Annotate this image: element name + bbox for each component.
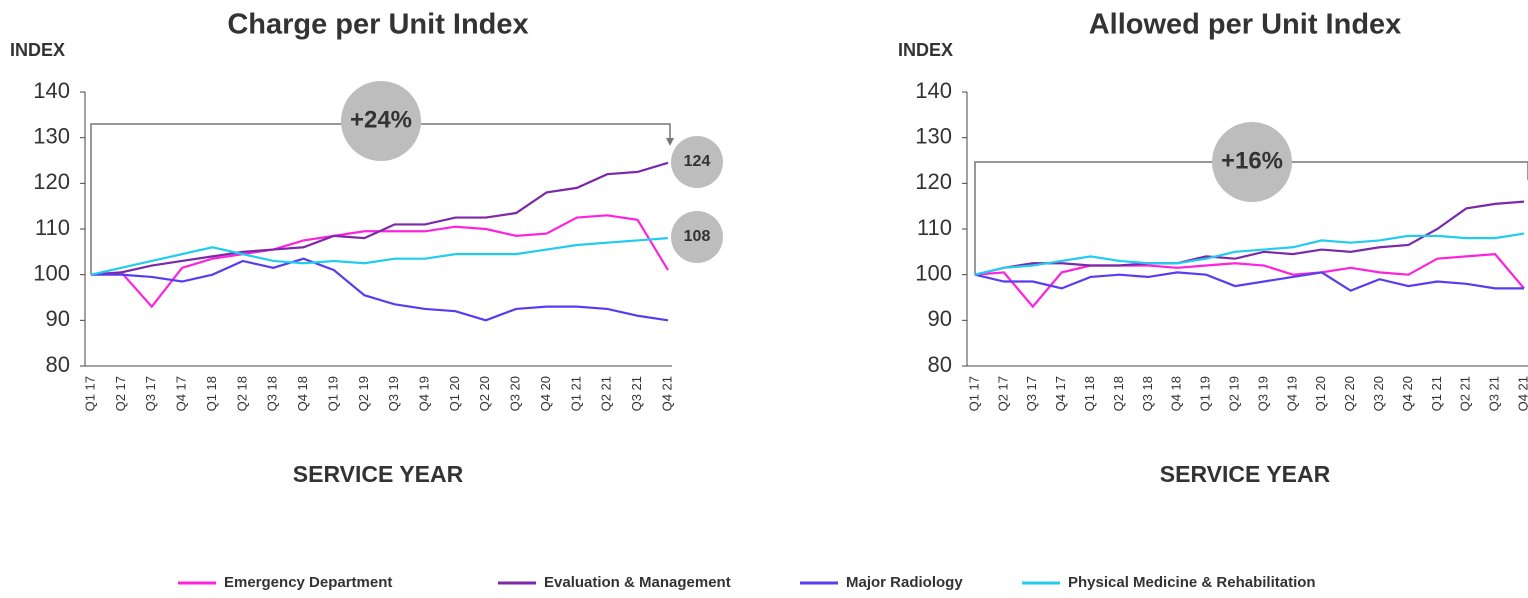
- x-tick-label: Q2 18: [1111, 376, 1126, 411]
- x-tick-label: Q2 20: [1342, 376, 1357, 411]
- x-tick-label: Q1 17: [966, 376, 981, 411]
- x-tick-label: Q3 17: [143, 376, 158, 411]
- x-tick-label: Q4 19: [1284, 376, 1299, 411]
- x-tick-label: Q1 21: [1429, 376, 1444, 411]
- x-tick-label: Q3 18: [265, 376, 280, 411]
- legend-label: Major Radiology: [846, 574, 963, 591]
- legend-label: Physical Medicine & Rehabilitation: [1068, 574, 1316, 591]
- y-tick-label: 140: [915, 78, 952, 103]
- bracket-arrow: [666, 138, 674, 146]
- series-line: [974, 200, 1525, 276]
- x-tick-label: Q3 19: [1255, 376, 1270, 411]
- y-tick-label: 90: [928, 306, 952, 331]
- x-tick-label: Q1 21: [568, 376, 583, 411]
- x-tick-label: Q1 20: [447, 376, 462, 411]
- y-tick-label: 130: [33, 123, 70, 148]
- x-tick-label: Q1 19: [1198, 376, 1213, 411]
- annotation: +16%: [1221, 147, 1283, 174]
- legend-label: Emergency Department: [224, 574, 392, 591]
- legend-label: Evaluation & Management: [544, 574, 731, 591]
- annotation-bubble: [1212, 122, 1292, 202]
- x-tick-label: Q4 18: [1169, 376, 1184, 411]
- x-tick-label: Q4 19: [416, 376, 431, 411]
- series-line: [90, 161, 669, 276]
- y-tick-label: 80: [928, 352, 952, 377]
- x-tick-label: Q2 19: [356, 376, 371, 411]
- x-tick-label: Q1 20: [1313, 376, 1328, 411]
- series-line: [91, 257, 669, 322]
- y-tick-label: 100: [33, 260, 70, 285]
- x-tick-label: Q3 20: [508, 376, 523, 411]
- x-tick-label: Q3 19: [386, 376, 401, 411]
- x-tick-label: Q2 21: [1458, 376, 1473, 411]
- annotation: 108: [684, 228, 711, 245]
- series-line: [974, 232, 1525, 276]
- y-tick-label: 80: [46, 352, 70, 377]
- x-tick-label: Q1 18: [204, 376, 219, 411]
- x-tick-label: Q2 21: [599, 376, 614, 411]
- x-tick-label: Q4 20: [1400, 376, 1415, 411]
- chart-title: Allowed per Unit Index: [1089, 9, 1402, 41]
- x-tick-label: Q4 21: [1515, 376, 1528, 411]
- x-tick-label: Q2 18: [234, 376, 249, 411]
- x-tick-label: Q1 18: [1082, 376, 1097, 411]
- x-tick-label: Q1 17: [82, 376, 97, 411]
- x-axis-label: SERVICE YEAR: [293, 461, 464, 487]
- y-tick-label: 140: [33, 78, 70, 103]
- x-tick-label: Q4 18: [295, 376, 310, 411]
- y-tick-label: 120: [33, 169, 70, 194]
- x-tick-label: Q3 18: [1140, 376, 1155, 411]
- series-line: [974, 271, 1524, 292]
- x-tick-label: Q2 17: [995, 376, 1010, 411]
- x-tick-label: Q4 17: [174, 376, 189, 411]
- y-tick-label: 90: [46, 306, 70, 331]
- x-tick-label: Q3 20: [1371, 376, 1386, 411]
- y-tick-label: 120: [915, 169, 952, 194]
- annotation-bubble: [341, 81, 421, 161]
- x-tick-label: Q3 17: [1024, 376, 1039, 411]
- chart-title: Charge per Unit Index: [227, 9, 528, 41]
- y-axis-label: INDEX: [898, 40, 953, 60]
- y-tick-label: 110: [917, 215, 952, 240]
- x-axis-label: SERVICE YEAR: [1160, 461, 1331, 487]
- x-tick-label: Q4 21: [659, 376, 674, 411]
- x-tick-label: Q2 20: [477, 376, 492, 411]
- y-axis-label: INDEX: [10, 40, 65, 60]
- x-tick-label: Q2 17: [113, 376, 128, 411]
- series-line: [90, 237, 669, 276]
- x-tick-label: Q2 19: [1226, 376, 1241, 411]
- x-tick-label: Q3 21: [1487, 376, 1502, 411]
- series-line: [974, 252, 1525, 309]
- annotation: +24%: [350, 106, 412, 133]
- x-tick-label: Q4 20: [538, 376, 553, 411]
- x-tick-label: Q1 19: [325, 376, 340, 411]
- y-tick-label: 110: [35, 215, 70, 240]
- annotation-bubble: [671, 136, 723, 188]
- x-tick-label: Q4 17: [1053, 376, 1068, 411]
- y-tick-label: 100: [915, 260, 952, 285]
- annotation-bubble: [671, 211, 723, 263]
- annotation: 124: [684, 153, 711, 170]
- y-tick-label: 130: [915, 123, 952, 148]
- x-tick-label: Q3 21: [629, 376, 644, 411]
